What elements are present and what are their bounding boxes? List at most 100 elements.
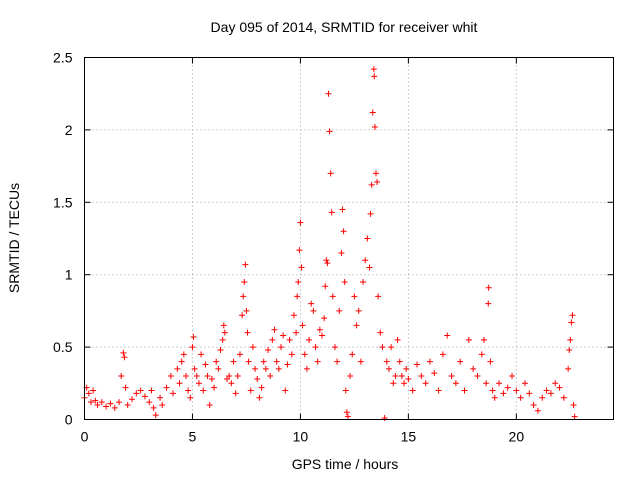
data-point [328,209,335,216]
data-point [478,351,485,358]
data-point [180,351,187,358]
x-tick-label: 10 [293,429,309,445]
data-point [288,351,295,358]
data-point [480,336,487,343]
data-points [81,66,578,422]
data-point [372,170,379,177]
data-point [189,344,196,351]
data-point [552,380,559,387]
data-point [191,365,198,372]
data-point [159,402,166,409]
data-point [485,284,492,291]
data-point [509,373,516,380]
data-point [118,373,125,380]
data-point [273,358,280,365]
data-point [242,261,249,268]
data-point [409,387,416,394]
data-point [385,365,392,372]
data-point [347,373,354,380]
data-point [150,404,157,411]
data-point [319,332,326,339]
data-point [163,384,170,391]
data-point [327,170,334,177]
data-point [329,293,336,300]
data-point [414,361,421,368]
data-point [357,358,364,365]
data-point [483,380,490,387]
data-point [157,394,164,401]
data-point [245,358,252,365]
data-point [556,384,563,391]
data-point [170,390,177,397]
data-point [262,365,269,372]
data-point [167,373,174,380]
data-point [111,404,118,411]
data-point [375,293,382,300]
data-point [306,336,313,343]
data-point [282,387,289,394]
data-point [190,333,197,340]
chart-title: Day 095 of 2014, SRMTID for receiver whi… [211,19,478,35]
data-point [92,397,99,404]
data-point [331,344,338,351]
data-point [390,380,397,387]
data-point [252,365,259,372]
y-tick-label: 0 [65,412,73,428]
data-point [124,402,131,409]
y-axis-label: SRMTID / TECUs [6,183,22,293]
data-point [367,210,374,217]
data-point [521,380,528,387]
axis-ticks [84,57,614,420]
data-point [243,307,250,314]
data-point [193,373,200,380]
data-point [526,390,533,397]
data-point [185,387,192,394]
data-point [394,336,401,343]
data-point [439,351,446,358]
data-point [234,373,241,380]
data-point [198,351,205,358]
data-point [338,249,345,256]
data-point [326,128,333,135]
data-point [208,375,215,382]
data-point [324,260,331,267]
data-point [303,365,310,372]
data-point [366,264,373,271]
data-point [370,66,377,73]
data-point [539,394,546,401]
data-point [567,336,574,343]
data-point [286,336,293,343]
data-point [470,365,477,372]
data-point [403,365,410,372]
data-point [566,346,573,353]
x-tick-labels: 0 5 10 15 20 [81,429,525,445]
data-point [339,206,346,213]
data-point [230,358,237,365]
data-point [487,358,494,365]
data-point [298,264,305,271]
data-point [137,387,144,394]
y-tick-label: 1.5 [53,194,73,210]
data-point [226,373,233,380]
grid-lines [84,57,614,420]
data-point [295,278,302,285]
data-point [381,415,388,422]
data-point [369,109,376,116]
data-point [392,373,399,380]
data-point [249,344,256,351]
data-point [362,257,369,264]
data-point [260,358,267,365]
data-point [398,373,405,380]
data-point [325,90,332,97]
data-point [405,375,412,382]
data-point [571,413,578,420]
data-point [565,365,572,372]
data-point [426,358,433,365]
data-point [517,394,524,401]
data-point [293,329,300,336]
data-point [321,315,328,322]
data-point [401,380,408,387]
data-point [220,322,227,329]
data-point [457,358,464,365]
data-point [148,387,155,394]
